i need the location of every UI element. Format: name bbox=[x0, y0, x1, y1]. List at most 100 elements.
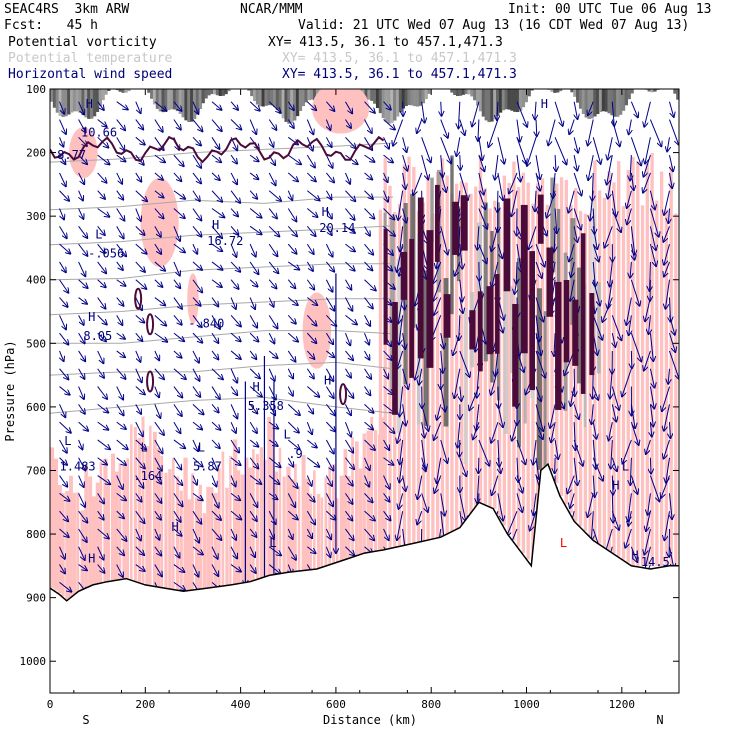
wind-vector bbox=[135, 172, 142, 182]
wind-vector bbox=[612, 333, 615, 347]
pv-positive-region bbox=[149, 425, 152, 586]
pv-positive-region bbox=[221, 451, 225, 587]
stratospheric-pv-shade bbox=[558, 89, 563, 92]
pv-positive-region bbox=[324, 477, 328, 567]
pv-positive-region bbox=[278, 447, 282, 574]
pv-positive-region bbox=[378, 209, 383, 551]
wind-vector bbox=[78, 564, 87, 571]
wind-vector bbox=[154, 332, 167, 342]
wind-vector bbox=[249, 208, 261, 218]
wind-vector bbox=[192, 226, 202, 236]
wind-vector bbox=[211, 510, 221, 520]
wind-vector bbox=[344, 404, 351, 415]
stratospheric-pv-shade bbox=[218, 89, 223, 97]
contour-label: 5.87 bbox=[193, 459, 222, 473]
wind-vector bbox=[78, 297, 87, 304]
pv-positive-region bbox=[69, 475, 73, 599]
wind-vector bbox=[306, 154, 315, 167]
wind-vector bbox=[78, 493, 85, 507]
stratospheric-pv-shade bbox=[158, 89, 163, 112]
stratospheric-pv-shade bbox=[378, 89, 383, 114]
pv-positive-region bbox=[431, 213, 435, 540]
stratospheric-pv-shade bbox=[584, 89, 589, 118]
wind-vector bbox=[116, 510, 124, 518]
pv-positive-region bbox=[103, 458, 108, 583]
convective-shade bbox=[396, 258, 402, 434]
wind-vector bbox=[268, 243, 277, 256]
y-tick-label: 400 bbox=[26, 274, 46, 287]
wind-vector bbox=[97, 439, 110, 449]
wind-vector bbox=[630, 101, 638, 118]
wind-vector bbox=[173, 368, 186, 379]
wind-vector bbox=[397, 511, 404, 540]
wind-vector bbox=[611, 119, 619, 147]
wind-vector bbox=[59, 581, 72, 591]
wind-vector bbox=[495, 350, 498, 376]
theta-contour bbox=[50, 196, 394, 211]
wind-vector bbox=[59, 492, 70, 501]
wind-vector bbox=[364, 261, 373, 270]
stratospheric-pv-shade bbox=[467, 89, 471, 95]
stratospheric-pv-shade bbox=[261, 89, 265, 107]
wind-vector bbox=[574, 422, 575, 450]
wind-vector bbox=[97, 421, 109, 430]
stratospheric-pv-shade bbox=[415, 89, 420, 107]
pv-positive-region bbox=[631, 156, 635, 566]
stratospheric-pv-shade bbox=[212, 89, 217, 95]
wind-vector bbox=[668, 350, 679, 379]
convective-shade bbox=[503, 242, 508, 434]
convective-pv-column bbox=[537, 194, 544, 244]
wind-vector bbox=[135, 136, 145, 144]
pv-positive-region bbox=[602, 197, 607, 547]
stratospheric-pv-shade bbox=[267, 89, 271, 106]
convective-pv-column bbox=[580, 233, 586, 394]
wind-vector bbox=[631, 244, 634, 260]
wind-vector bbox=[154, 261, 165, 271]
wind-vector bbox=[230, 315, 241, 326]
wind-vector bbox=[192, 457, 203, 467]
stratospheric-pv-shade bbox=[498, 89, 503, 113]
stratospheric-pv-shade bbox=[184, 89, 188, 121]
wind-vector bbox=[211, 546, 218, 559]
pv-positive-region bbox=[145, 446, 150, 585]
wind-vector bbox=[649, 244, 656, 266]
wind-vector bbox=[413, 172, 423, 195]
wind-vector bbox=[173, 475, 182, 485]
stratospheric-pv-shade bbox=[250, 89, 254, 97]
wind-vector bbox=[398, 190, 404, 220]
pv-positive-region bbox=[152, 431, 157, 587]
wind-vector bbox=[230, 457, 240, 465]
wind-vector bbox=[116, 243, 126, 256]
wind-vector bbox=[516, 439, 525, 464]
wind-vector bbox=[364, 421, 374, 429]
south-endpoint-label: S bbox=[82, 713, 89, 727]
stratospheric-pv-shade bbox=[161, 89, 165, 113]
wind-vector bbox=[344, 172, 350, 184]
wind-vector bbox=[154, 564, 162, 577]
wind-vector bbox=[345, 136, 355, 148]
stratospheric-pv-shade bbox=[287, 89, 291, 124]
wind-vector bbox=[306, 386, 319, 397]
wind-vector bbox=[437, 457, 442, 483]
wind-vector bbox=[516, 244, 521, 272]
stratospheric-pv-shade bbox=[647, 89, 651, 92]
wind-vector bbox=[364, 154, 375, 162]
wind-vector bbox=[650, 261, 651, 291]
wind-vector bbox=[97, 226, 105, 235]
pv-positive-region bbox=[225, 487, 229, 586]
wind-vector bbox=[612, 493, 613, 522]
wind-vector bbox=[249, 190, 257, 199]
wind-vector bbox=[644, 101, 651, 127]
contour-label: -.056 bbox=[88, 246, 124, 260]
wind-vector bbox=[78, 350, 86, 361]
wind-vector bbox=[345, 510, 352, 520]
wind-vector bbox=[383, 350, 393, 360]
wind-vector bbox=[249, 564, 256, 573]
wind-vector bbox=[440, 137, 451, 163]
pv-positive-region bbox=[316, 493, 321, 570]
wind-vector bbox=[268, 386, 276, 400]
wind-vector bbox=[192, 136, 201, 145]
theta-contour bbox=[50, 263, 394, 281]
wind-vector bbox=[287, 457, 293, 467]
wind-vector bbox=[268, 510, 276, 524]
